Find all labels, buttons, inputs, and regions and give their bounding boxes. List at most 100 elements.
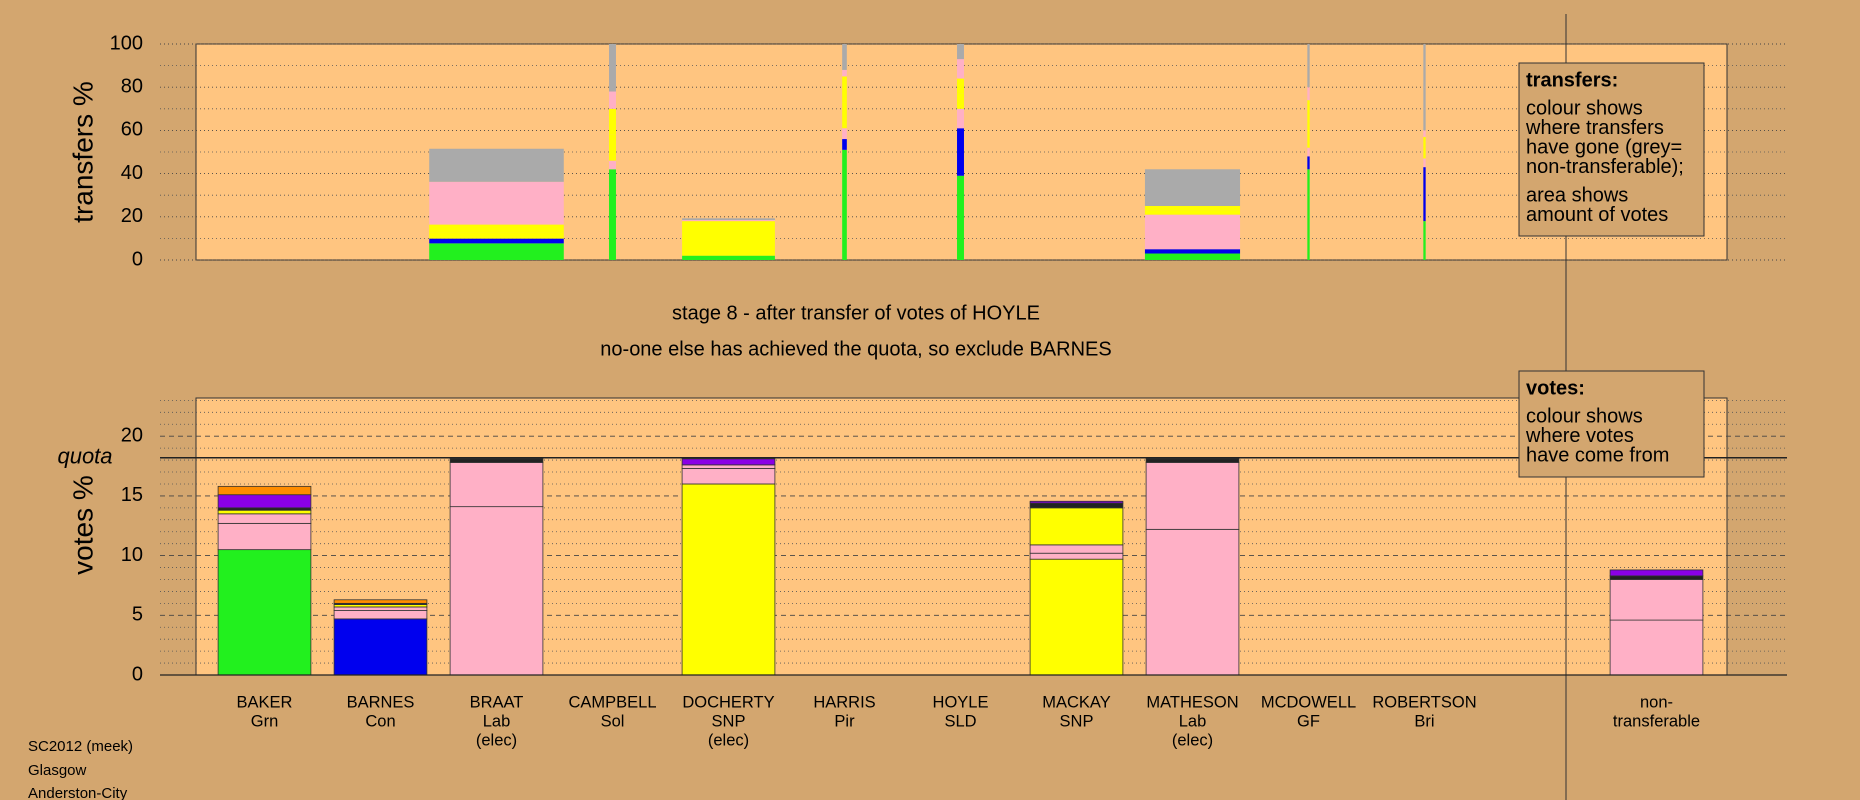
transfer-segment bbox=[429, 243, 564, 260]
x-tick-label: ROBERTSON bbox=[1372, 693, 1476, 711]
vote-segment bbox=[217, 513, 312, 524]
x-tick-label: Bri bbox=[1414, 712, 1434, 730]
transfer-segment bbox=[842, 102, 847, 129]
y-tick-label: 15 bbox=[121, 484, 143, 506]
transfer-segment bbox=[1307, 87, 1310, 101]
transfer-segment bbox=[842, 149, 847, 260]
transfer-segment bbox=[1144, 249, 1241, 254]
transfer-segment bbox=[609, 108, 616, 135]
transfer-segment bbox=[957, 78, 964, 94]
x-tick-label: Grn bbox=[251, 712, 279, 730]
transfer-segment bbox=[682, 220, 775, 222]
vote-segment bbox=[1029, 507, 1124, 546]
quota-label: quota bbox=[57, 444, 112, 469]
legend-box bbox=[1518, 62, 1705, 237]
vote-segment bbox=[1029, 558, 1124, 676]
x-tick-label: SLD bbox=[944, 712, 976, 730]
vote-segment bbox=[681, 458, 776, 466]
vote-segment bbox=[1609, 619, 1704, 676]
transfer-segment bbox=[609, 134, 616, 161]
vote-segment bbox=[217, 509, 312, 515]
x-tick-label: SNP bbox=[712, 712, 746, 730]
legend-text: have come from bbox=[1526, 444, 1669, 466]
y-tick-label: 100 bbox=[110, 32, 143, 54]
vote-segment bbox=[217, 522, 312, 551]
transfer-segment bbox=[609, 44, 616, 92]
vote-segment bbox=[333, 606, 428, 611]
vote-segment bbox=[681, 468, 776, 485]
transfer-segment bbox=[842, 76, 847, 103]
transfer-segment bbox=[957, 128, 964, 176]
transfer-segment bbox=[1144, 169, 1241, 206]
transfer-segment bbox=[842, 44, 847, 70]
vote-segment bbox=[681, 483, 776, 676]
transfer-segment bbox=[842, 128, 847, 140]
transfer-segment bbox=[957, 44, 964, 60]
footer-line: Anderston-City bbox=[28, 785, 128, 800]
y-axis-label: transfers % bbox=[67, 81, 98, 223]
transfer-segment bbox=[842, 69, 847, 77]
legend-box bbox=[1518, 370, 1705, 478]
x-tick-label: transferable bbox=[1613, 712, 1700, 730]
transfer-segment bbox=[429, 148, 564, 182]
x-tick-label: SNP bbox=[1060, 712, 1094, 730]
vote-segment bbox=[1145, 462, 1240, 530]
legend-text: where transfers bbox=[1525, 117, 1664, 139]
vote-segment bbox=[217, 549, 312, 676]
vote-segment bbox=[449, 506, 544, 676]
x-tick-label: CAMPBELL bbox=[568, 693, 656, 711]
transfer-segment bbox=[1144, 206, 1241, 211]
transfer-segment bbox=[1423, 167, 1426, 222]
x-tick-label: MCDOWELL bbox=[1261, 693, 1356, 711]
x-tick-label: BAKER bbox=[237, 693, 293, 711]
y-tick-label: 80 bbox=[121, 75, 143, 97]
transfer-segment bbox=[1307, 100, 1310, 124]
transfer-segment bbox=[429, 181, 564, 225]
x-tick-label: HARRIS bbox=[813, 693, 875, 711]
transfer-segment bbox=[429, 232, 564, 239]
vote-segment bbox=[1029, 544, 1124, 554]
transfer-segment bbox=[609, 91, 616, 109]
transfer-segment bbox=[609, 160, 616, 170]
legend-text: colour shows bbox=[1526, 405, 1643, 427]
x-tick-label: Pir bbox=[834, 712, 855, 730]
transfer-segment bbox=[957, 93, 964, 109]
vote-segment bbox=[1609, 579, 1704, 621]
vote-segment bbox=[333, 599, 428, 604]
transfer-segment bbox=[842, 139, 847, 150]
y-tick-label: 20 bbox=[121, 205, 143, 227]
transfer-segment bbox=[1307, 169, 1310, 260]
x-tick-label: Con bbox=[365, 712, 395, 730]
transfer-segment bbox=[1307, 123, 1310, 148]
y-tick-label: 60 bbox=[121, 119, 143, 141]
x-tick-label: MACKAY bbox=[1042, 693, 1110, 711]
transfer-segment bbox=[1144, 210, 1241, 215]
vote-segment bbox=[1029, 500, 1124, 504]
vote-segment bbox=[217, 494, 312, 509]
legend-text: where votes bbox=[1525, 425, 1634, 447]
vote-segment bbox=[217, 485, 312, 496]
transfer-segment bbox=[429, 238, 564, 244]
x-tick-label: (elec) bbox=[1172, 731, 1213, 749]
transfer-segment bbox=[1144, 214, 1241, 250]
legend-title: transfers: bbox=[1526, 69, 1618, 91]
transfer-segment bbox=[957, 59, 964, 79]
footer-line: Glasgow bbox=[28, 762, 87, 779]
vote-segment bbox=[1145, 458, 1240, 463]
legend-title: votes: bbox=[1526, 377, 1585, 399]
vote-segment bbox=[333, 618, 428, 676]
stage-title: stage 8 - after transfer of votes of HOY… bbox=[672, 302, 1040, 324]
x-tick-label: non- bbox=[1640, 693, 1673, 711]
vote-segment bbox=[449, 458, 544, 463]
transfer-segment bbox=[957, 108, 964, 129]
y-tick-label: 0 bbox=[132, 248, 143, 270]
y-tick-label: 40 bbox=[121, 162, 143, 184]
legend-text: amount of votes bbox=[1526, 204, 1668, 226]
y-tick-label: 0 bbox=[132, 663, 143, 685]
vote-segment bbox=[1609, 569, 1704, 577]
vote-segment bbox=[333, 610, 428, 620]
x-tick-label: BRAAT bbox=[470, 693, 524, 711]
y-tick-label: 5 bbox=[132, 604, 143, 626]
